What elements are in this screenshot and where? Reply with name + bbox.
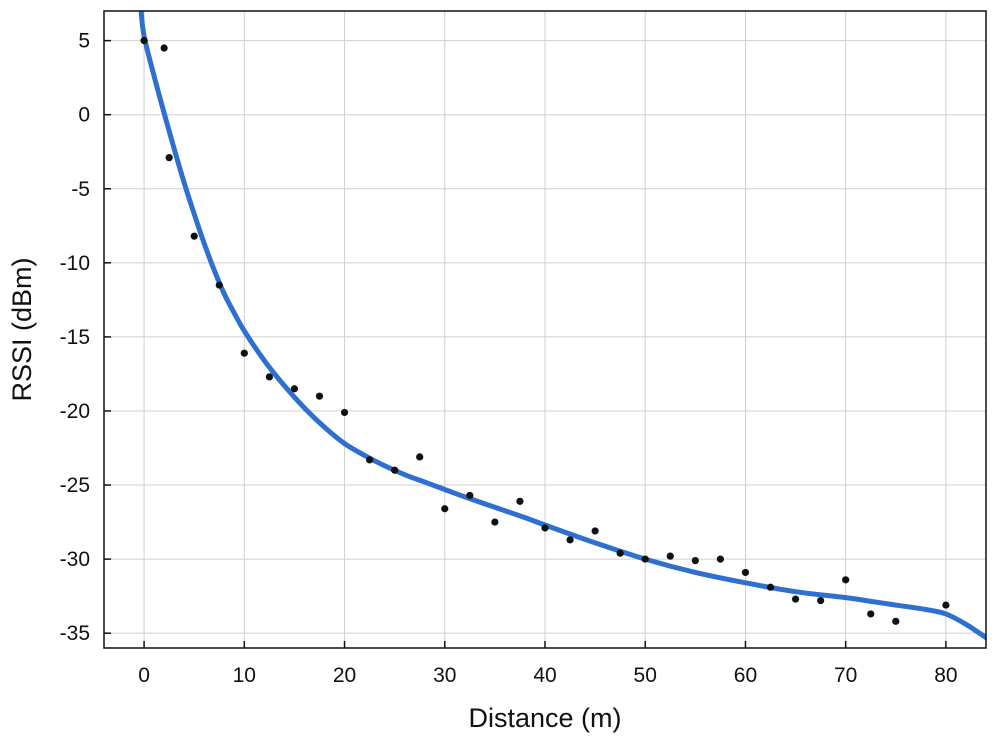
x-tick-label: 50	[634, 664, 657, 687]
data-point	[616, 549, 624, 557]
data-point	[817, 596, 825, 605]
data-point	[391, 466, 399, 474]
y-tick-label: -35	[60, 622, 90, 645]
data-point	[366, 456, 374, 464]
data-point	[867, 610, 875, 618]
data-point	[892, 617, 900, 625]
data-point	[516, 497, 524, 505]
data-point	[215, 281, 223, 289]
data-point	[791, 595, 800, 603]
data-point	[566, 536, 574, 544]
x-tick-label: 20	[333, 664, 356, 687]
data-point	[666, 552, 674, 560]
data-point	[441, 505, 449, 513]
data-point	[741, 568, 750, 577]
y-tick-label: -15	[60, 326, 90, 349]
y-tick-label: -30	[60, 548, 90, 571]
y-tick-label: -20	[60, 400, 90, 423]
x-tick-label: 10	[233, 664, 256, 687]
data-point	[315, 392, 324, 400]
x-tick-label: 0	[138, 664, 150, 687]
data-point	[466, 491, 474, 500]
data-point	[140, 37, 148, 45]
data-point	[641, 555, 649, 563]
y-tick-label: 0	[78, 104, 90, 127]
data-point	[716, 555, 724, 563]
data-point	[240, 349, 248, 357]
fitted-curve-line	[138, 11, 986, 641]
data-point	[265, 373, 273, 381]
y-tick-label: -25	[60, 474, 90, 497]
data-point	[491, 518, 499, 526]
data-point	[591, 527, 599, 535]
y-tick-label: -10	[60, 252, 90, 275]
x-tick-label: 80	[934, 664, 957, 687]
x-tick-label: 60	[734, 664, 757, 687]
y-axis-title: RSSI (dBm)	[7, 257, 37, 401]
x-axis-title: Distance (m)	[468, 703, 621, 733]
data-point	[290, 385, 299, 393]
axis-ticks	[104, 39, 947, 648]
measured-points-series	[140, 37, 950, 625]
x-tick-label: 70	[834, 664, 857, 687]
data-point	[942, 601, 950, 609]
data-point	[340, 408, 349, 417]
data-point	[541, 524, 549, 532]
grid-lines	[104, 11, 986, 648]
data-point	[416, 453, 424, 461]
data-point	[190, 232, 198, 240]
data-point	[165, 154, 173, 162]
data-point	[842, 576, 850, 584]
data-point	[766, 583, 775, 591]
x-tick-label: 30	[433, 664, 456, 687]
data-point	[160, 44, 168, 52]
y-tick-label: 5	[78, 30, 90, 53]
data-point	[691, 556, 699, 565]
x-tick-label: 40	[533, 664, 556, 687]
fitted-curve-series	[138, 11, 986, 641]
y-tick-label: -5	[71, 178, 90, 201]
